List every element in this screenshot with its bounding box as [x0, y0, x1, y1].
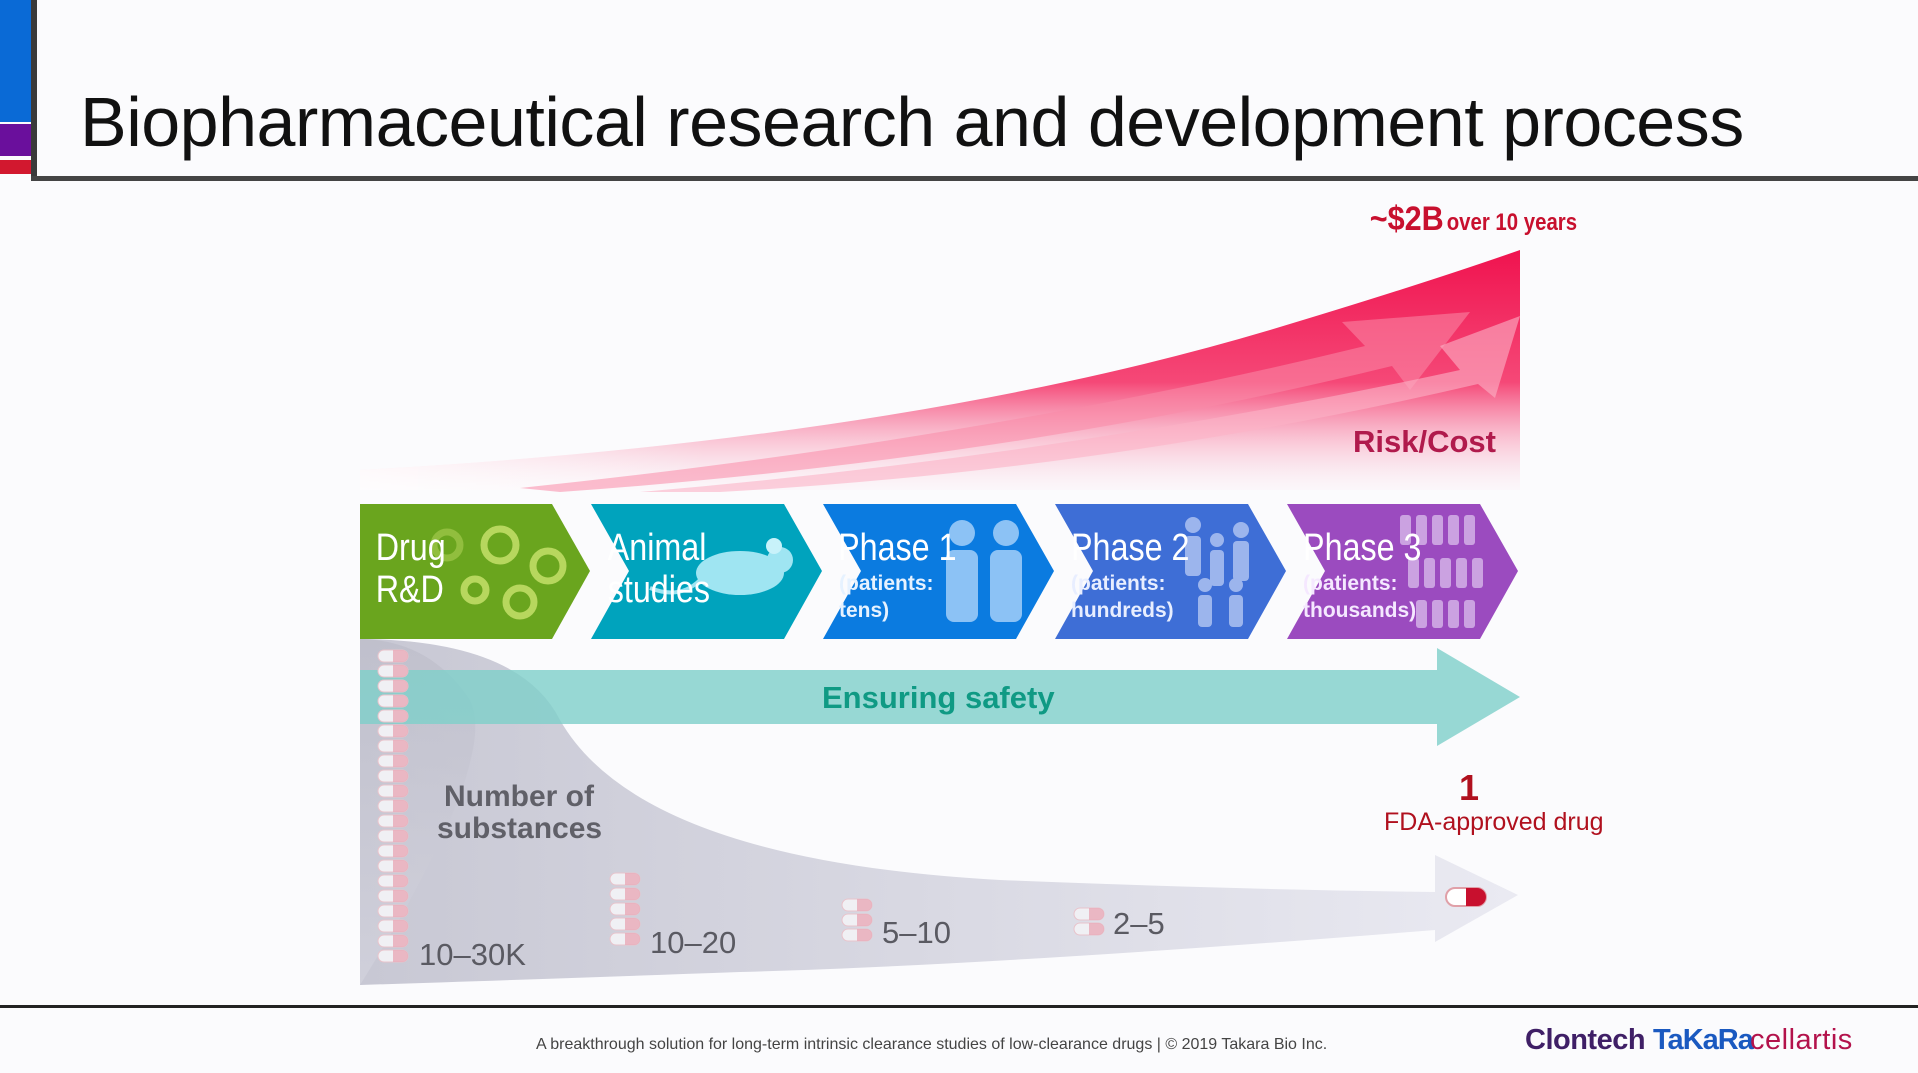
pill-stack-drug-rd [377, 649, 409, 963]
stage-phase1-label: Phase 1 [838, 527, 956, 569]
approved-pill-icon [1445, 887, 1487, 907]
ensuring-safety-arrow [360, 648, 1520, 746]
pill-icon-half [393, 755, 408, 767]
pill-icon-half [393, 770, 408, 782]
pill-icon-half [625, 873, 640, 885]
pill-icon-half [393, 950, 408, 962]
stage-phase-3: Phase 3 (patients: thousands) [1287, 504, 1518, 639]
stage-animal-label: Animal [608, 527, 707, 569]
pill-icon-half [393, 650, 408, 662]
pill-icon-half [393, 665, 408, 677]
pill-icon-half [625, 903, 640, 915]
pill-icon-half [1089, 908, 1104, 920]
approved-count: 1 [1459, 767, 1479, 808]
stage-drug-rd-label2: R&D [376, 569, 444, 611]
pill-icon-half [393, 935, 408, 947]
pill-icon-half [393, 845, 408, 857]
rd-process-diagram: Drug R&D Animal studies Phase 1 (patient… [360, 200, 1604, 985]
crowd-icon [1185, 517, 1249, 627]
accent-bar-blue [0, 0, 31, 122]
stage-phase1-sub2: tens) [839, 599, 889, 622]
approved-label: FDA-approved drug [1384, 808, 1604, 836]
pill-icon-half [393, 785, 408, 797]
pill-stack-phase2 [1073, 907, 1105, 936]
pill-icon-half [393, 875, 408, 887]
pill-icon-half [393, 860, 408, 872]
cost-label-big: ~$2B [1370, 200, 1444, 238]
pill-icon-half [393, 800, 408, 812]
pill-icon-half [393, 680, 408, 692]
title-rule [31, 176, 1918, 181]
pill-icon-half [393, 920, 408, 932]
pill-icon-half [857, 914, 872, 926]
substances-label-2: substances [437, 812, 602, 845]
stage-animal-studies: Animal studies [591, 504, 822, 639]
stage-phase-2: Phase 2 (patients: hundreds) [1055, 504, 1286, 639]
footer-rule [0, 1005, 1918, 1008]
people-icon [946, 520, 1022, 622]
pill-stack-animal [609, 872, 641, 946]
pill-icon-half [393, 890, 408, 902]
footer-text: A breakthrough solution for long-term in… [536, 1036, 1328, 1053]
pill-icon-half [393, 740, 408, 752]
stage-phase2-sub1: (patients: [1071, 572, 1166, 595]
accent-divider [31, 0, 37, 178]
count-animal: 10–20 [650, 925, 736, 960]
pill-stack-phase1 [841, 898, 873, 942]
risk-cost-label: Risk/Cost [1353, 424, 1496, 459]
pill-icon-half [393, 830, 408, 842]
stage-phase2-sub2: hundreds) [1071, 599, 1174, 622]
stage-phase1-sub1: (patients: [839, 572, 934, 595]
accent-bar-purple [0, 124, 31, 156]
stage-phase-1: Phase 1 (patients: tens) [823, 504, 1054, 639]
stage-drug-rd: Drug R&D [360, 504, 590, 639]
count-phase1: 5–10 [882, 915, 951, 950]
cellartis-logo: cellartis [1750, 1024, 1853, 1056]
pill-icon-half [625, 888, 640, 900]
takara-logo: TaKaRa [1653, 1024, 1754, 1056]
substances-label-1: Number of [444, 780, 595, 813]
count-drug-rd: 10–30K [419, 937, 526, 972]
stage-phase3-label: Phase 3 [1303, 527, 1421, 569]
slide-title: Biopharmaceutical research and developme… [80, 83, 1744, 161]
pill-icon-half [393, 725, 408, 737]
pill-icon-half [857, 929, 872, 941]
ensuring-safety-label: Ensuring safety [822, 680, 1055, 715]
risk-cost-arrow [360, 250, 1520, 492]
pill-icon-half [393, 695, 408, 707]
pill-icon-half [1089, 923, 1104, 935]
large-crowd-icon [1400, 515, 1483, 628]
pill-icon-half [857, 899, 872, 911]
stage-drug-rd-label: Drug [376, 527, 446, 569]
count-phase2: 2–5 [1113, 906, 1165, 941]
stage-phase3-sub2: thousands) [1303, 599, 1416, 622]
pill-icon-half [393, 905, 408, 917]
stage-animal-label2: studies [608, 569, 710, 611]
stage-phase2-label: Phase 2 [1071, 527, 1189, 569]
accent-bar-red [0, 160, 31, 174]
pill-icon-half [625, 933, 640, 945]
cost-label-small: over 10 years [1447, 208, 1577, 235]
clontech-logo: Clontech [1525, 1024, 1646, 1056]
pill-icon-half [625, 918, 640, 930]
pill-icon-half [393, 710, 408, 722]
pill-icon-half [393, 815, 408, 827]
mouse-icon [649, 538, 793, 595]
stage-phase3-sub1: (patients: [1303, 572, 1398, 595]
